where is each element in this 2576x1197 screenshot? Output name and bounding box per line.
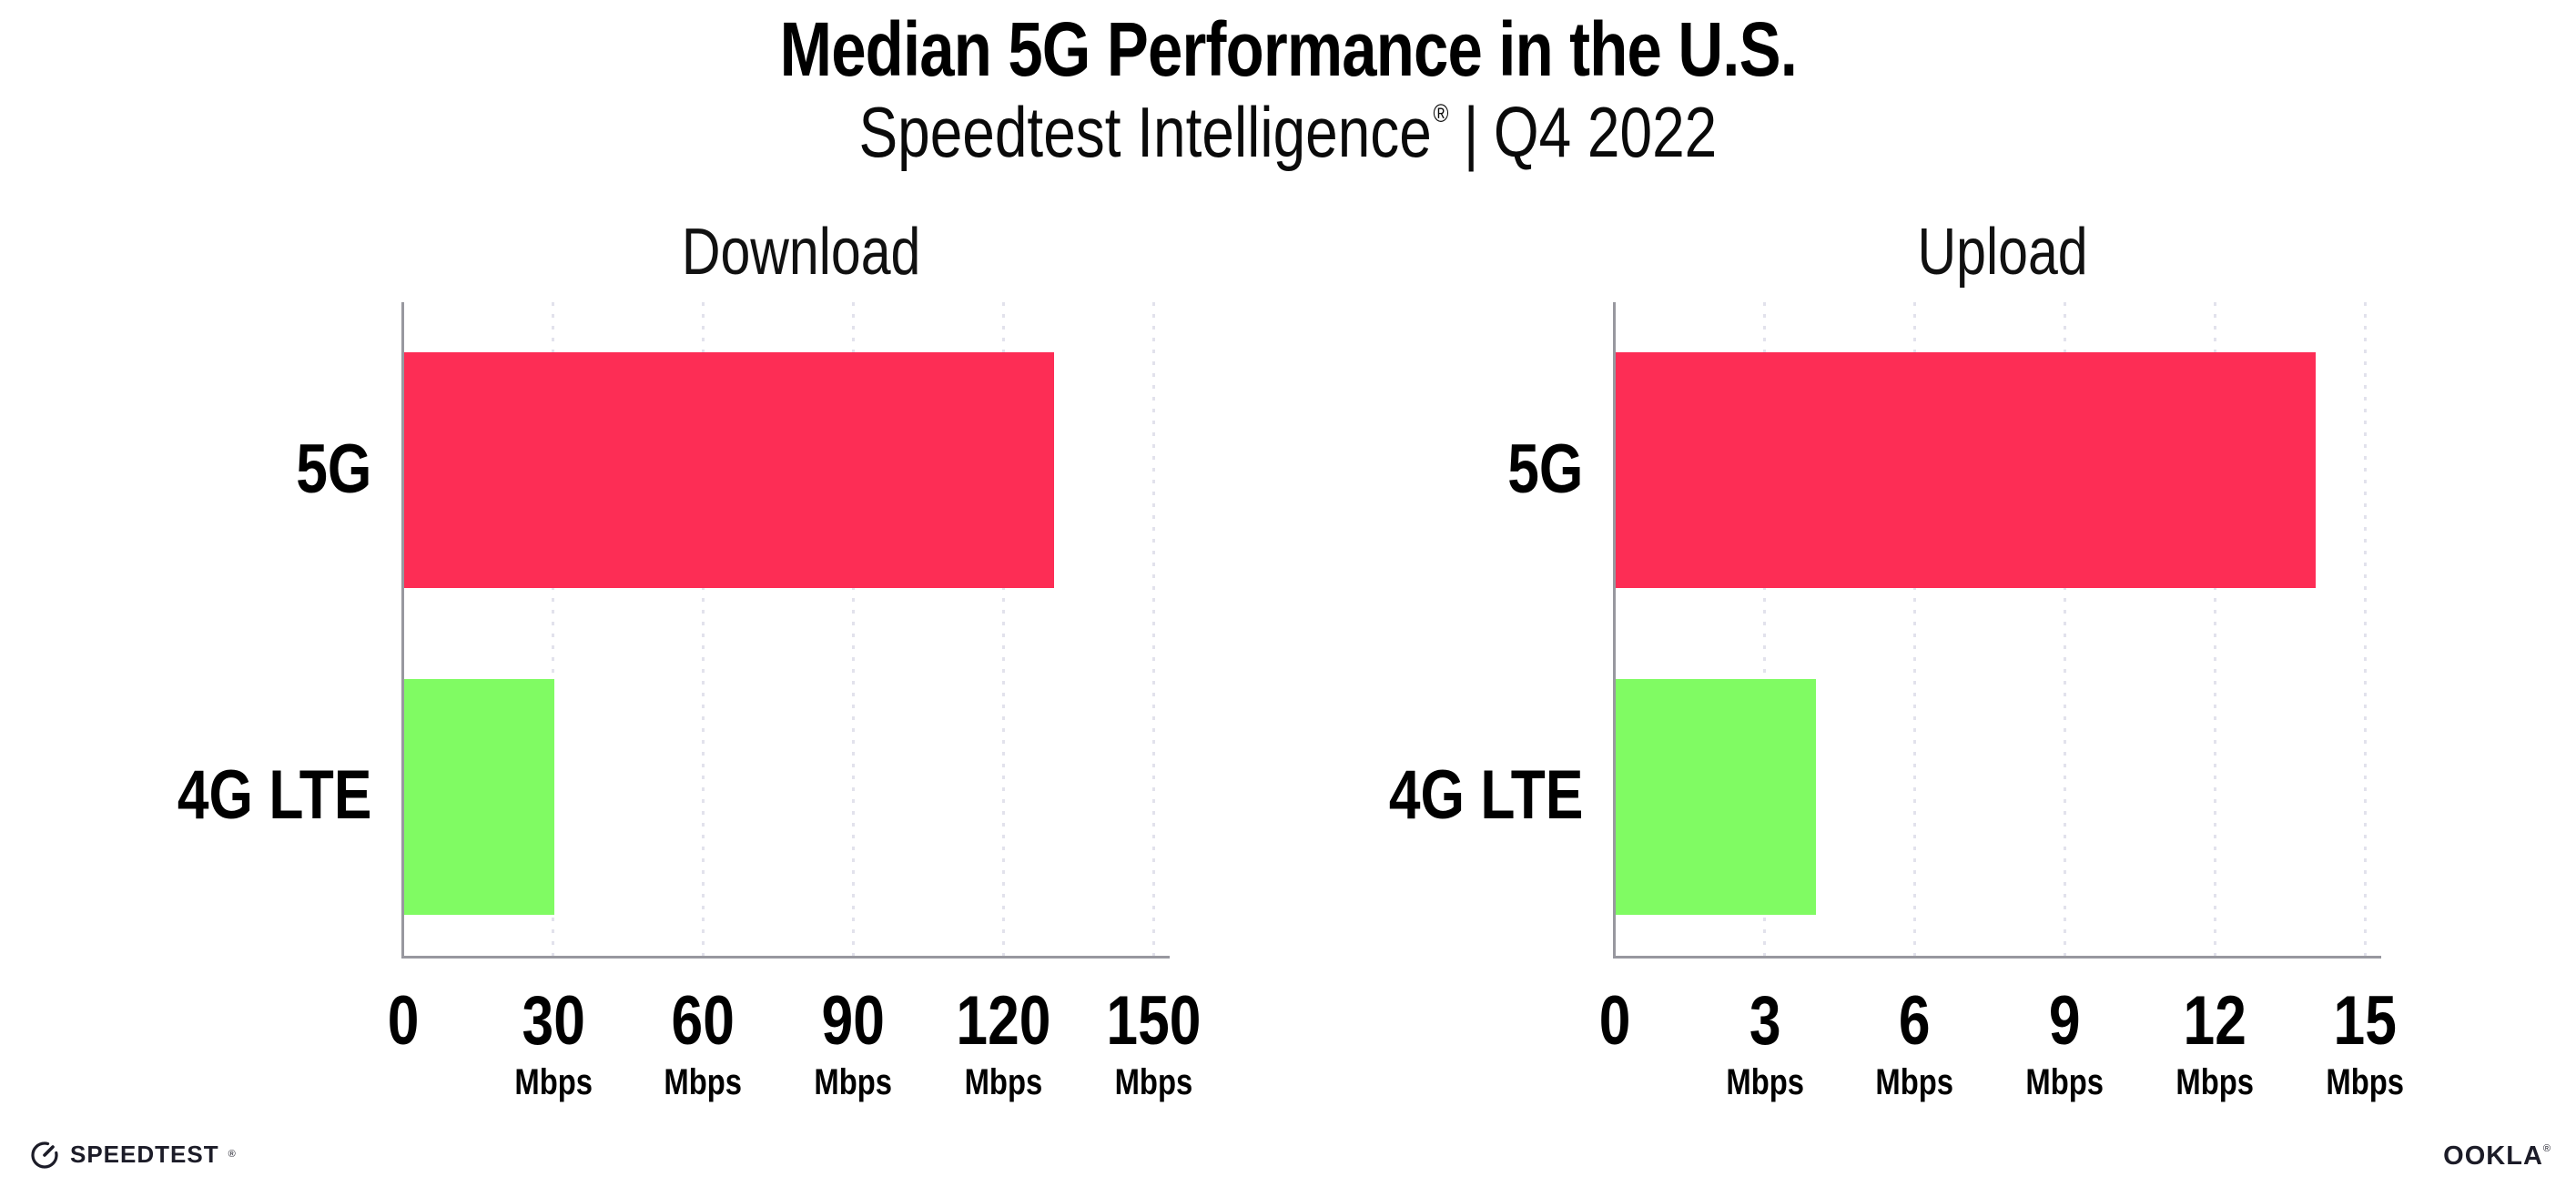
ookla-registered-mark: ® [2542,1143,2551,1154]
speedtest-registered-mark: ® [228,1149,236,1160]
x-tick: 60 Mbps [594,985,813,1103]
x-tick-text: 90 Mbps [814,982,893,1103]
gridline [552,302,555,956]
y-axis-upload [1613,302,1616,959]
gridline [1913,302,1917,956]
subtitle-period: Q4 2022 [1493,92,1718,172]
gridline [851,302,855,956]
bar-4g-lte-upload [1616,679,1816,915]
x-tick-text: 0 [1598,982,1631,1060]
category-label-5g-text: 5G [295,431,371,508]
category-label-4g-lte: 4G LTE [1246,746,1583,845]
gridline [2363,302,2367,956]
category-label-5g: 5G [35,421,371,519]
category-label-5g-text: 5G [1506,431,1583,508]
x-tick: 15 Mbps [2256,985,2474,1103]
bar-5g-download [404,352,1055,588]
x-tick-text: 9 Mbps [2025,982,2104,1103]
x-tick: 120 Mbps [894,985,1112,1103]
category-label-4g-lte-text: 4G LTE [1388,756,1583,834]
chart-title-upload: Upload [1711,215,2294,289]
y-axis-download [401,302,404,959]
category-label-4g-lte: 4G LTE [35,746,371,845]
chart-title-download: Download [510,215,1092,289]
x-axis-download [401,956,1170,959]
x-tick: 0 [1506,985,1724,1061]
bar-4g-lte-download [404,679,554,915]
gridline [1763,302,1767,956]
x-tick: 30 Mbps [444,985,663,1103]
gridline [1001,302,1005,956]
x-tick-text: 120 Mbps [956,982,1051,1103]
category-label-4g-lte-text: 4G LTE [177,756,371,834]
gridline [2063,302,2066,956]
gridline [2213,302,2216,956]
x-axis-upload [1613,956,2381,959]
speedtest-logo: SPEEDTEST ® [30,1138,236,1171]
x-tick: 0 [294,985,512,1061]
x-tick-text: 12 Mbps [2175,982,2255,1103]
x-tick: 6 Mbps [1806,985,2024,1103]
x-tick-text: 6 Mbps [1875,982,1954,1103]
speedtest-gauge-icon [31,1141,58,1169]
x-tick: 12 Mbps [2105,985,2324,1103]
x-tick: 90 Mbps [744,985,962,1103]
chart-title-download-text: Download [681,216,921,289]
speedtest-label: SPEEDTEST [70,1140,219,1168]
x-tick-text: 0 [387,982,420,1060]
x-tick: 150 Mbps [1044,985,1263,1103]
ookla-label: OOKLA [2443,1141,2543,1171]
gridline [1151,302,1155,956]
x-tick: 9 Mbps [1955,985,2174,1103]
x-tick-text: 60 Mbps [664,982,743,1103]
page-subtitle: Speedtest Intelligence® | Q4 2022 [0,91,2576,174]
x-tick: 3 Mbps [1656,985,1874,1103]
gridline [702,302,705,956]
x-tick-text: 3 Mbps [1725,982,1804,1103]
page-title-text: Median 5G Performance in the U.S. [779,6,1797,92]
bar-5g-upload [1616,352,2317,588]
subtitle-brand: Speedtest Intelligence [858,92,1433,172]
category-label-5g: 5G [1246,421,1583,519]
registered-mark: ® [1433,99,1449,127]
chart-title-upload-text: Upload [1917,216,2088,289]
x-tick-text: 15 Mbps [2326,982,2404,1103]
x-tick-text: 150 Mbps [1106,982,1201,1103]
page-subtitle-text: Speedtest Intelligence® | Q4 2022 [859,91,1718,174]
ookla-logo: OOKLA® [2443,1141,2551,1172]
x-tick-text: 30 Mbps [513,982,593,1103]
page-title: Median 5G Performance in the U.S. [0,5,2576,94]
subtitle-separator: | [1463,92,1479,172]
